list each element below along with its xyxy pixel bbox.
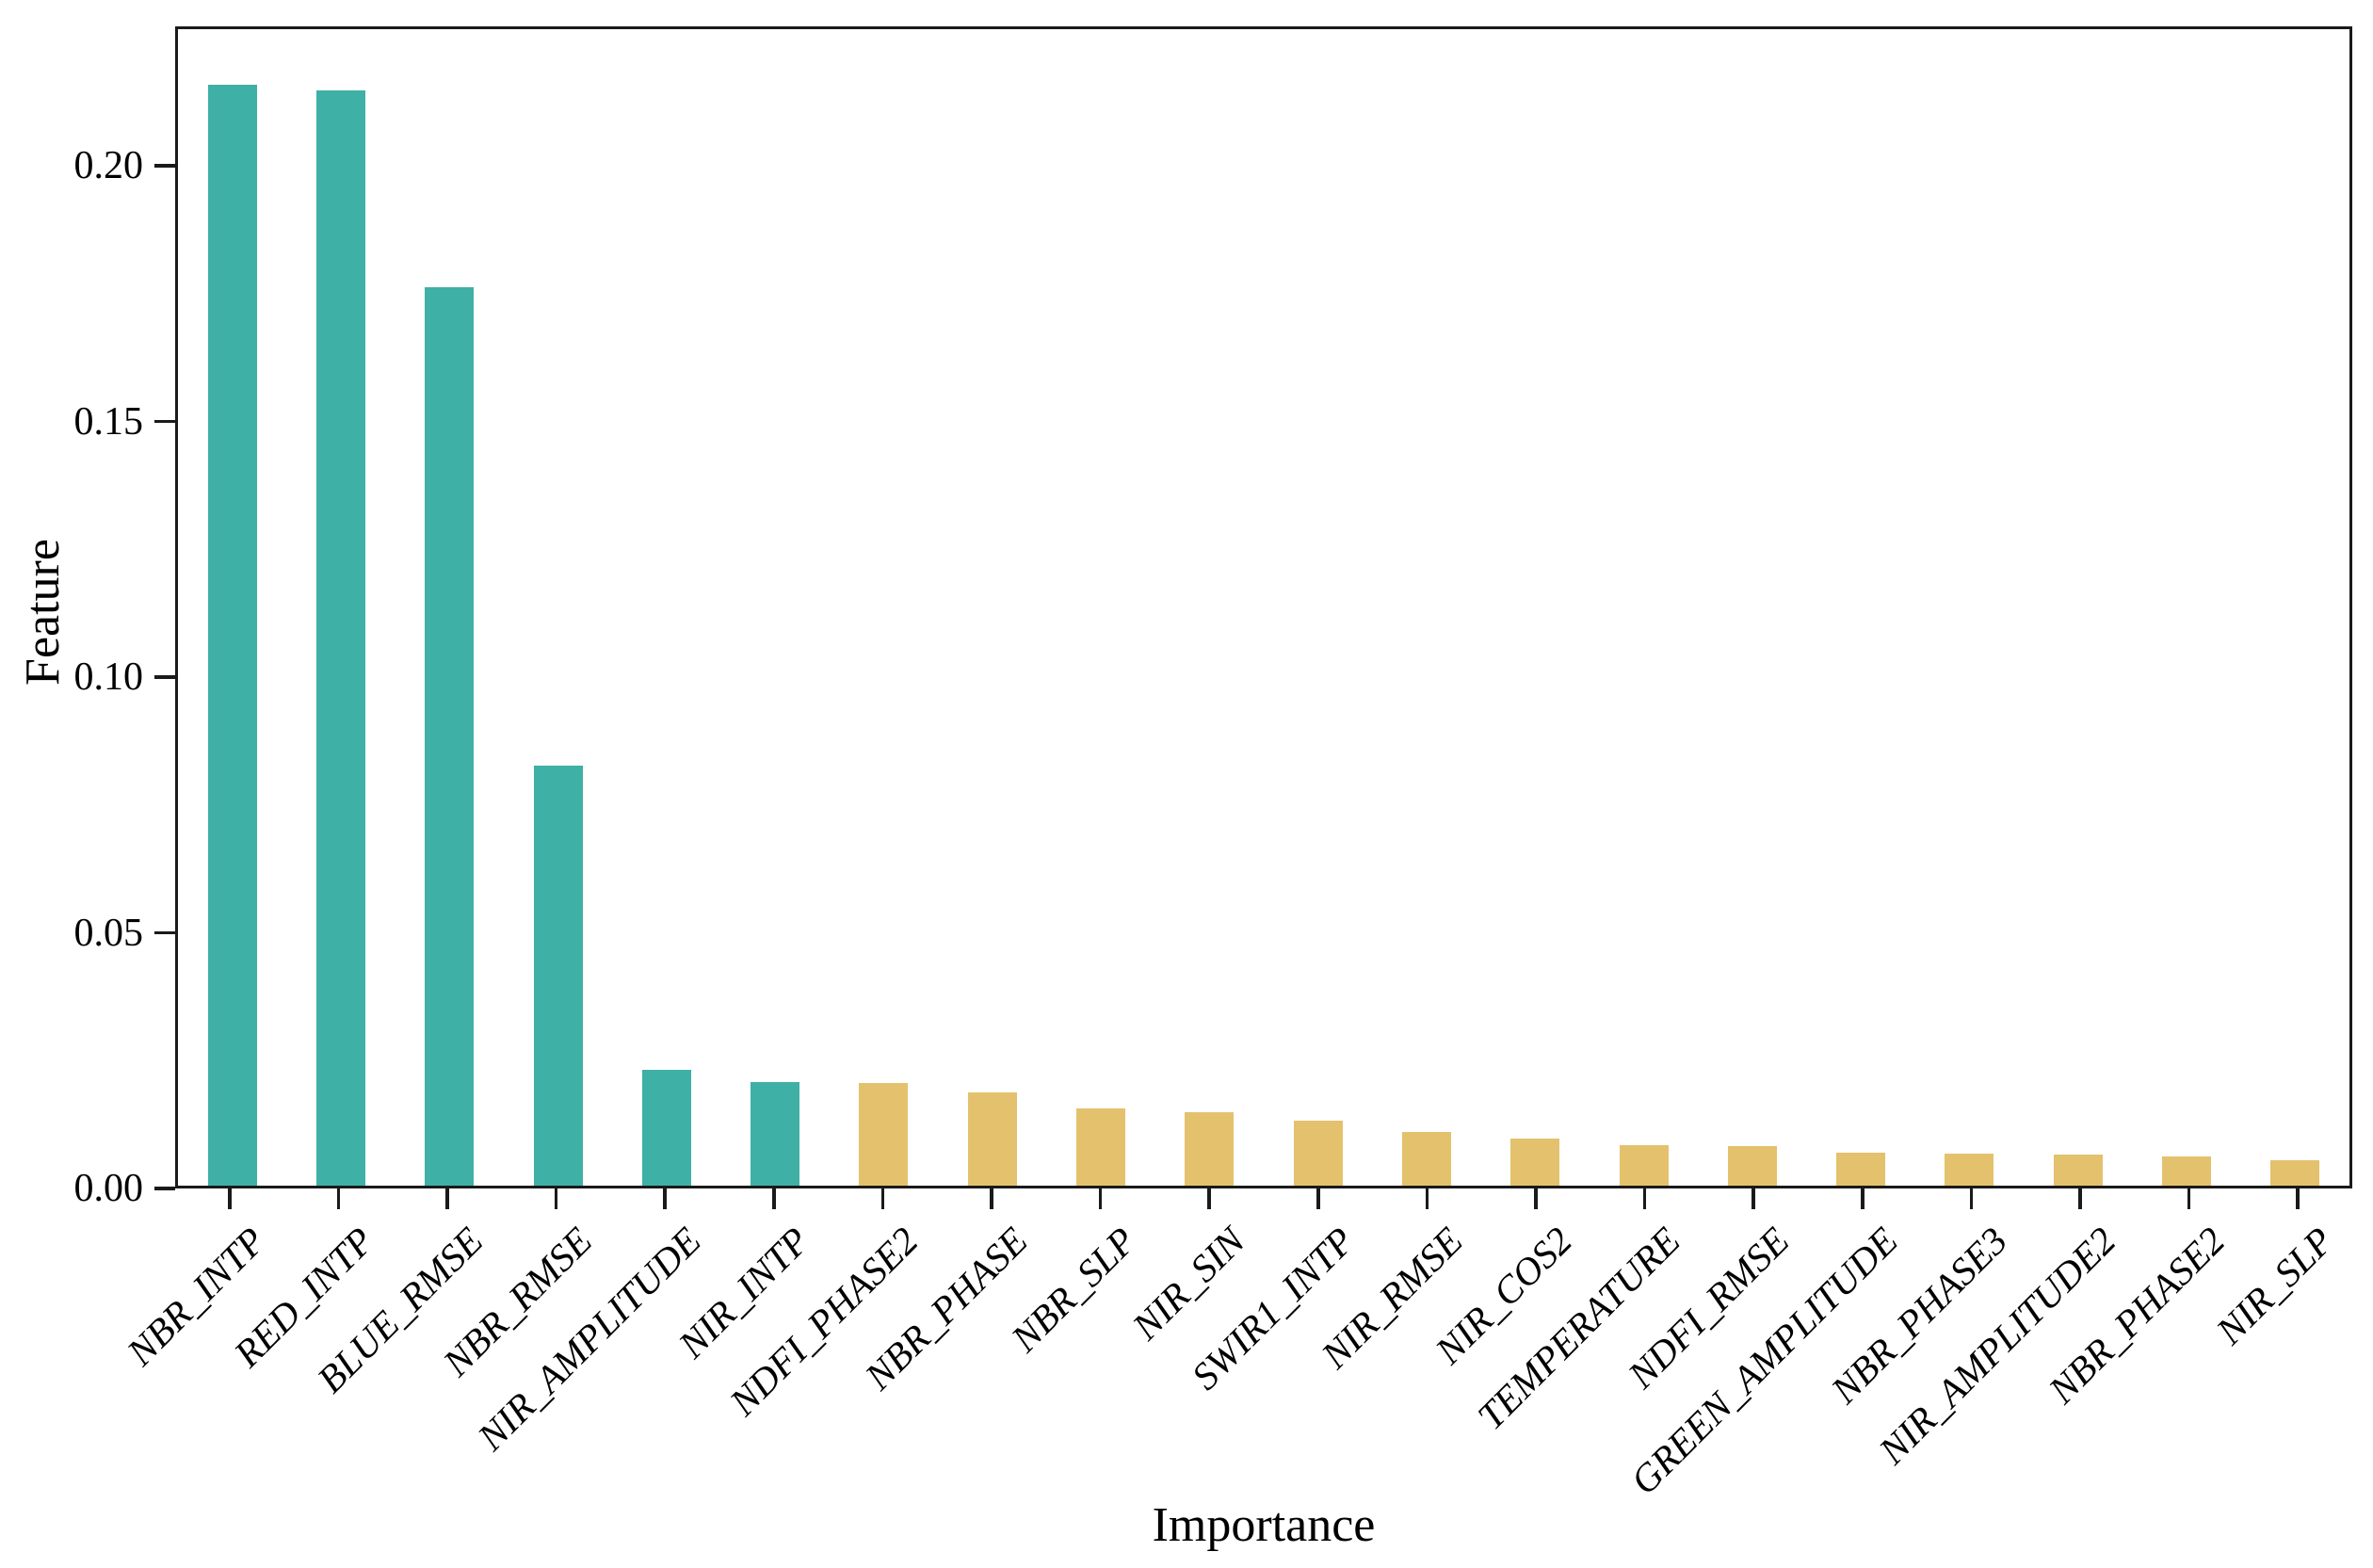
bar-NBR_PHASE2 [2161,1156,2211,1186]
bar-BLUE_RMSE [425,287,475,1186]
bar-NBR_RMSE [533,766,583,1186]
bar-NIR_AMPLITUDE [641,1070,691,1186]
y-tick-label: 0.05 [73,911,144,955]
bar-NBR_PHASE3 [1945,1154,1994,1186]
x-tick-mark [2187,1188,2191,1209]
bar-NIR_SLP [2270,1160,2320,1186]
bar-slot [1372,29,1480,1186]
x-tick-mark [1642,1188,1647,1209]
x-tick-mark [772,1188,776,1209]
x-tick-mark [228,1188,232,1209]
x-tick-mark [880,1188,885,1209]
x-tick-mark [1861,1188,1864,1209]
x-tick-label-text: NDFI_PHASE2 [721,1219,927,1424]
x-axis-label: Importance [1152,1498,1376,1552]
x-tick-mark [1425,1188,1429,1209]
x-tick-label-text: NIR_SLP [2207,1219,2342,1353]
bar-slot [1155,29,1264,1186]
y-tick-label: 0.20 [73,144,144,188]
bar-slot [1264,29,1372,1186]
bar-NDFI_RMSE [1727,1146,1777,1186]
bar-SWIR1_INTP [1293,1121,1343,1186]
bar-NIR_RMSE [1401,1132,1451,1186]
bar-slot [286,29,395,1186]
bar-NBR_PHASE [967,1092,1017,1186]
bar-slot [2024,29,2132,1186]
bar-TEMPERATURE [1619,1145,1669,1186]
x-tick-mark [990,1188,993,1209]
y-tick-label: 0.15 [73,399,144,444]
x-tick-mark [2296,1188,2300,1209]
bar-slot [1590,29,1698,1186]
bar-slot [504,29,612,1186]
y-tick-mark [154,675,175,679]
bar-slot [612,29,720,1186]
bar-slot [1698,29,1806,1186]
bar-GREEN_AMPLITUDE [1836,1153,1886,1186]
bar-slot [720,29,829,1186]
x-tick-mark [336,1188,341,1209]
bar-NIR_COS2 [1510,1139,1560,1186]
bar-slot [2241,29,2349,1186]
y-axis-label: Feature [16,539,70,686]
x-tick-mark [1534,1188,1538,1209]
bar-slot [2132,29,2240,1186]
bar-NBR_SLP [1076,1108,1126,1186]
x-tick-mark [1316,1188,1320,1209]
bar-RED_INTP [315,90,365,1186]
bar-NIR_INTP [751,1082,800,1186]
y-tick-mark [154,164,175,168]
x-tick-mark [1207,1188,1211,1209]
bar-slot [1046,29,1154,1186]
x-tick-mark [554,1188,558,1209]
y-tick-label: 0.10 [73,655,144,700]
y-tick-label: 0.00 [73,1167,144,1210]
bar-slot [396,29,504,1186]
bar-NDFI_PHASE2 [859,1083,909,1186]
bar-NBR_INTP [207,85,257,1186]
plot-area [175,26,2352,1188]
x-tick-mark [2078,1188,2082,1209]
bar-NIR_AMPLITUDE2 [2053,1155,2103,1186]
bar-slot [178,29,286,1186]
bar-slot [938,29,1046,1186]
bar-slot [1915,29,2024,1186]
y-tick-mark [154,1187,175,1190]
y-tick-mark [154,419,175,424]
y-tick-mark [154,930,175,935]
bar-NIR_SIN [1185,1112,1235,1186]
x-tick-mark [663,1188,667,1209]
x-tick-mark [1098,1188,1103,1209]
x-tick-mark [445,1188,449,1209]
x-tick-mark [1969,1188,1974,1209]
bar-slot [830,29,938,1186]
x-tick-mark [1752,1188,1755,1209]
bar-slot [1481,29,1590,1186]
bar-slot [1806,29,1914,1186]
